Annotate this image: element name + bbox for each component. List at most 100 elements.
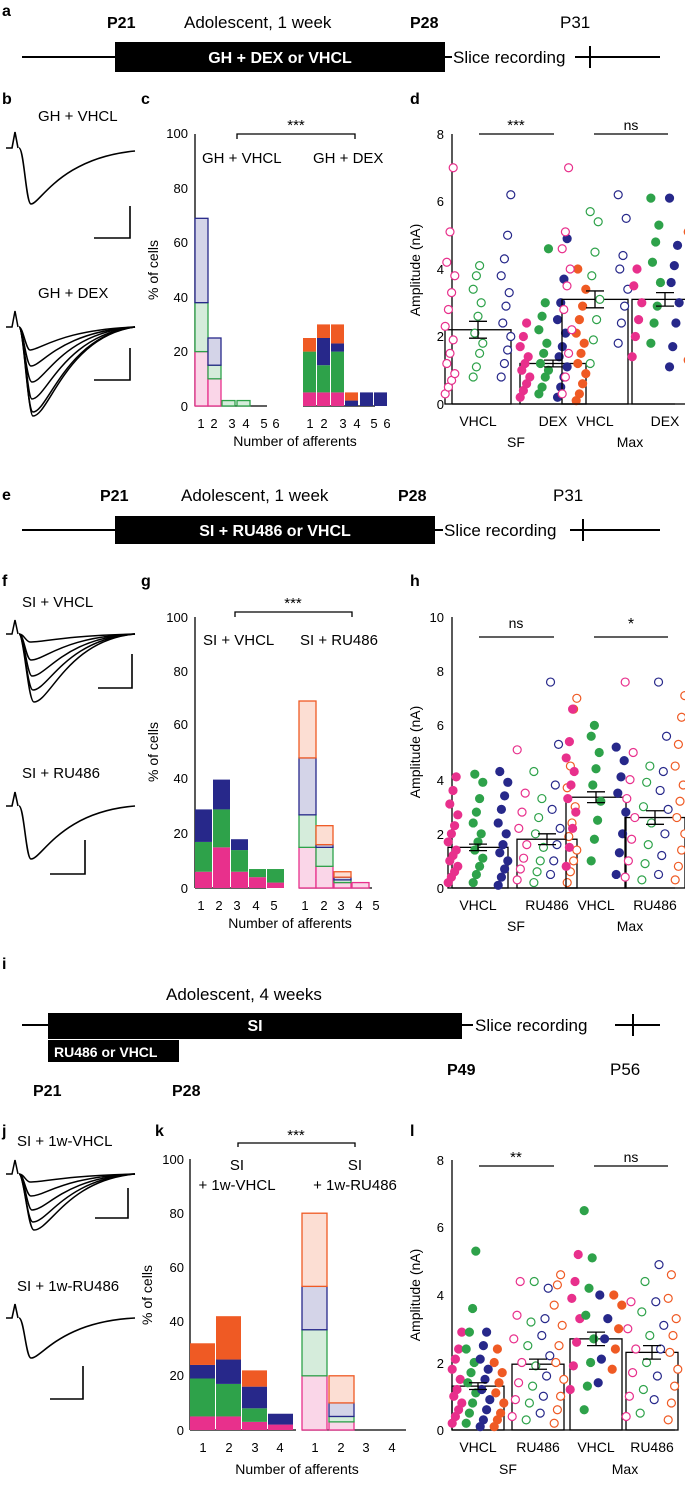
point-d-blue <box>616 318 627 328</box>
point-l-orange <box>671 1314 681 1324</box>
bars-k <box>190 1212 355 1431</box>
x-tick-label-g: 3 <box>337 898 344 913</box>
y-tick-label-c: 0 <box>181 399 188 414</box>
point-h-green <box>529 766 539 777</box>
point-l-magenta <box>447 1364 457 1374</box>
timeline-i-slice: Slice recording <box>475 1016 587 1035</box>
y-tick-label-k: 0 <box>177 1423 184 1438</box>
point-l-orange <box>610 1344 621 1354</box>
bar-k-magenta <box>268 1424 293 1430</box>
sig-label-d-sf: *** <box>507 117 525 134</box>
mean-bar-d <box>631 298 685 405</box>
bar-k-orange <box>216 1316 241 1360</box>
point-l-orange <box>665 1347 675 1357</box>
point-l-orange <box>617 1300 627 1310</box>
point-l-blue <box>603 1314 613 1324</box>
point-d-green <box>475 261 485 271</box>
point-l-magenta <box>507 1411 517 1422</box>
point-l-orange <box>668 1330 678 1341</box>
point-d-blue <box>503 230 513 240</box>
panel-letter-i: i <box>2 956 6 973</box>
sig-label-l-sf: ** <box>510 1149 522 1166</box>
point-l-green <box>464 1327 474 1337</box>
point-l-magenta <box>567 1293 577 1303</box>
point-h-green <box>529 877 539 888</box>
point-h-blue <box>501 829 511 839</box>
sig-bracket-c <box>236 133 356 139</box>
panel-e: e P21 Adolescent, 1 week P28 P31 SI + RU… <box>2 486 660 544</box>
point-h-blue <box>496 872 506 882</box>
point-h-orange <box>680 690 685 701</box>
point-h-magenta <box>451 845 461 855</box>
point-l-blue <box>478 1341 488 1351</box>
timeline-e-slice: Slice recording <box>444 521 556 540</box>
point-h-magenta <box>563 793 573 804</box>
point-d-blue <box>668 342 678 352</box>
y-tick-label-d: 4 <box>437 262 444 277</box>
group-label-l-sf: SF <box>499 1461 517 1477</box>
bar-g-orange <box>315 825 334 846</box>
point-h-blue <box>653 869 664 880</box>
point-d-green <box>537 311 547 321</box>
point-h-magenta <box>512 875 522 885</box>
point-h-magenta <box>522 840 532 850</box>
point-h-orange <box>572 845 582 855</box>
x-axis-label-k: Number of afferents <box>235 1461 358 1477</box>
bar-c-orange <box>303 338 316 352</box>
group-label-h-max: Max <box>617 918 643 934</box>
bar-c-blue <box>374 392 387 406</box>
sig-bracket-k <box>237 1142 356 1147</box>
point-h-green <box>586 856 596 866</box>
trace-label-si-vhcl: SI + VHCL <box>22 594 93 611</box>
scalebar-j-bottom <box>50 1366 84 1400</box>
point-h-magenta <box>564 737 575 747</box>
x-tick-label-g: 4 <box>355 898 362 913</box>
timeline-a-bar <box>115 42 445 72</box>
bar-c-green <box>317 365 330 393</box>
point-h-magenta <box>443 837 453 847</box>
bar-k-blue <box>268 1413 293 1425</box>
bar-k-magenta <box>190 1416 215 1430</box>
x-tick-label-g: 1 <box>197 898 204 913</box>
point-l-orange <box>666 1398 677 1408</box>
point-h-green <box>476 829 486 839</box>
point-d-magenta <box>557 244 567 254</box>
point-d-green <box>646 338 656 348</box>
point-h-magenta <box>512 745 522 755</box>
x-cat-label-l: RU486 <box>516 1439 560 1455</box>
point-h-green <box>645 761 655 771</box>
bar-k-magenta <box>328 1421 355 1431</box>
point-l-green <box>468 1398 478 1408</box>
x-cat-label-h: RU486 <box>525 897 569 913</box>
point-h-blue <box>621 807 631 817</box>
bar-k-blue <box>328 1402 355 1418</box>
point-l-orange <box>496 1408 506 1418</box>
point-h-blue <box>661 731 672 741</box>
point-h-green <box>637 875 647 885</box>
point-l-orange <box>663 1293 673 1303</box>
timeline-a-period: Adolescent, 1 week <box>184 13 332 32</box>
timeline-a-slice: Slice recording <box>453 48 565 67</box>
point-h-orange <box>677 845 685 855</box>
point-h-magenta <box>514 823 524 833</box>
point-d-blue <box>503 345 513 355</box>
point-h-green <box>478 777 488 787</box>
point-l-orange <box>613 1324 624 1334</box>
point-d-green <box>543 244 554 254</box>
x-tick-label-c: 2 <box>210 416 217 431</box>
bar-k-orange <box>301 1212 328 1288</box>
point-h-magenta <box>628 747 638 758</box>
bar-c-blue <box>345 400 358 406</box>
point-l-blue <box>540 1314 550 1324</box>
bar-c-magenta <box>317 392 330 406</box>
point-d-blue <box>506 331 516 342</box>
bar-g-green <box>213 809 230 848</box>
scatter-l <box>447 1206 683 1432</box>
bar-c-green <box>221 399 236 407</box>
point-l-blue <box>543 1283 553 1293</box>
bars-c <box>194 217 387 407</box>
point-l-blue <box>593 1378 603 1388</box>
timeline-i-mid: P28 <box>172 1083 201 1100</box>
scatter-h <box>443 677 685 890</box>
group-label-d-sf: SF <box>507 434 525 450</box>
